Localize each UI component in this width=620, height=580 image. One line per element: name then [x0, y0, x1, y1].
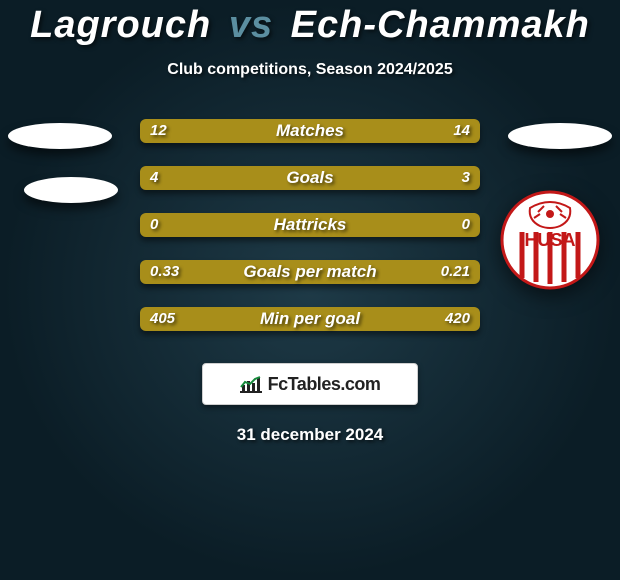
brand-box[interactable]: FcTables.com	[202, 363, 418, 405]
stat-value-right: 3	[462, 166, 470, 190]
vs-label: vs	[229, 4, 273, 46]
player2-name: Ech-Chammakh	[291, 4, 590, 46]
stat-row: Goals per match0.33 0.21	[140, 260, 480, 284]
stat-row: Hattricks0 0	[140, 213, 480, 237]
stat-label: Matches	[140, 119, 480, 143]
svg-text:HUSA: HUSA	[524, 230, 575, 250]
stat-value-right: 14	[453, 119, 470, 143]
stat-value-left: 0.33	[150, 260, 179, 284]
stat-value-right: 0.21	[441, 260, 470, 284]
stat-label: Min per goal	[140, 307, 480, 331]
stat-label: Goals per match	[140, 260, 480, 284]
stat-value-left: 0	[150, 213, 158, 237]
right-logo-placeholder	[508, 123, 612, 149]
club-badge: HUSA	[500, 190, 600, 290]
stat-value-left: 405	[150, 307, 175, 331]
page-title: Lagrouch vs Ech-Chammakh	[0, 4, 620, 47]
left-logo-placeholder-2	[24, 177, 118, 203]
player1-name: Lagrouch	[30, 4, 211, 46]
stat-row: Matches12 14	[140, 119, 480, 143]
stat-row: Min per goal405 420	[140, 307, 480, 331]
date-label: 31 december 2024	[0, 425, 620, 445]
stat-label: Goals	[140, 166, 480, 190]
stat-value-right: 0	[462, 213, 470, 237]
stat-value-left: 12	[150, 119, 167, 143]
left-logo-placeholder-1	[8, 123, 112, 149]
chart-icon	[240, 375, 262, 393]
brand-text: FcTables.com	[268, 374, 381, 395]
subtitle: Club competitions, Season 2024/2025	[0, 61, 620, 79]
stat-value-left: 4	[150, 166, 158, 190]
stat-label: Hattricks	[140, 213, 480, 237]
stat-value-right: 420	[445, 307, 470, 331]
stat-row: Goals4 3	[140, 166, 480, 190]
